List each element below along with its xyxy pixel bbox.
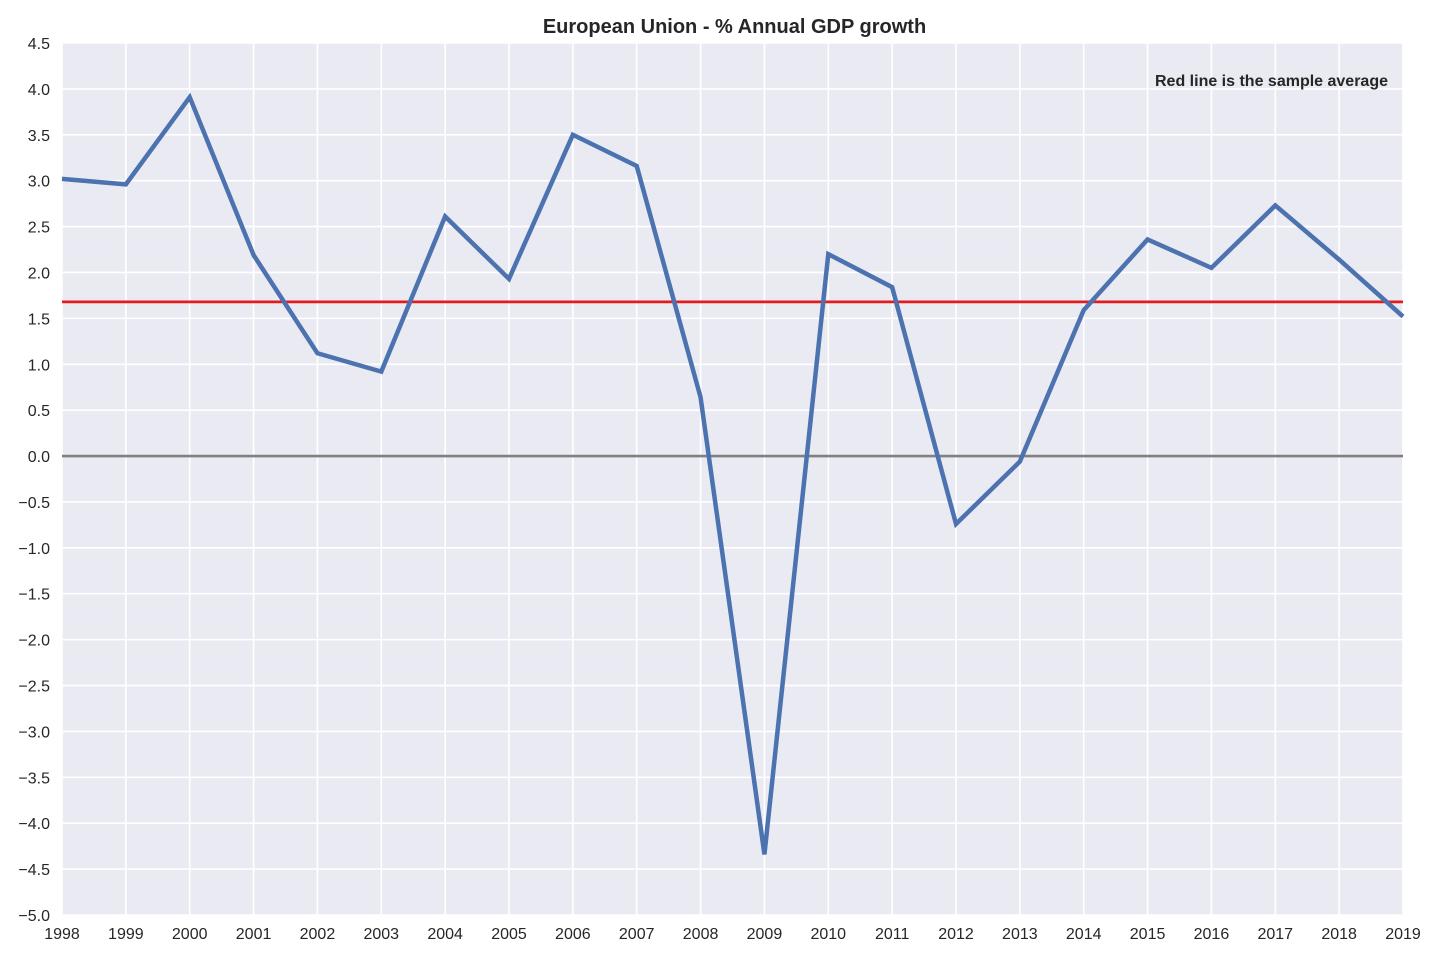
y-tick-label: −4.5 xyxy=(18,862,50,879)
x-tick-label: 2015 xyxy=(1130,926,1166,943)
y-tick-label: 1.5 xyxy=(28,311,50,328)
x-tick-label: 2009 xyxy=(747,926,783,943)
y-tick-label: −2.5 xyxy=(18,679,50,696)
chart-title: European Union - % Annual GDP growth xyxy=(543,16,926,38)
x-tick-label: 2003 xyxy=(363,926,399,943)
x-tick-label: 2011 xyxy=(875,926,910,943)
x-tick-label: 2002 xyxy=(300,926,336,943)
y-tick-label: −1.0 xyxy=(18,541,50,558)
x-tick-label: 1999 xyxy=(108,926,144,943)
y-tick-label: 0.0 xyxy=(28,449,50,466)
y-tick-label: 3.0 xyxy=(28,174,50,191)
y-tick-label: 2.5 xyxy=(28,220,50,237)
x-tick-label: 2007 xyxy=(619,926,655,943)
y-tick-label: −1.5 xyxy=(18,587,50,604)
y-tick-label: −2.0 xyxy=(18,633,50,650)
x-tick-label: 2017 xyxy=(1257,926,1293,943)
y-tick-label: 2.0 xyxy=(28,265,50,282)
x-tick-label: 2004 xyxy=(427,926,463,943)
y-tick-label: −3.5 xyxy=(18,770,50,787)
x-tick-label: 2016 xyxy=(1194,926,1230,943)
x-tick-label: 2001 xyxy=(236,926,272,943)
x-tick-label: 2006 xyxy=(555,926,591,943)
y-tick-label: −3.0 xyxy=(18,724,50,741)
x-tick-label: 2014 xyxy=(1066,926,1102,943)
series-layer xyxy=(61,92,1405,855)
y-tick-label: −5.0 xyxy=(18,908,50,925)
series-line xyxy=(61,92,1405,855)
average-annotation: Red line is the sample average xyxy=(1155,73,1388,90)
y-tick-label: 4.0 xyxy=(28,82,50,99)
y-axis-ticks: 4.5 4.0 3.5 3.0 2.5 2.0 1.5 1.0 0.5 0.0 −0.5 −1.0 −1… xyxy=(18,36,50,925)
x-tick-label: 2000 xyxy=(172,926,208,943)
y-tick-label: 4.5 xyxy=(28,36,50,53)
x-tick-label: 2018 xyxy=(1321,926,1357,943)
x-tick-label: 2010 xyxy=(810,926,846,943)
y-tick-label: 3.5 xyxy=(28,128,50,145)
y-tick-label: 0.5 xyxy=(28,403,50,420)
plot-area xyxy=(62,43,1403,915)
x-tick-label: 2013 xyxy=(1002,926,1038,943)
y-tick-label: −4.0 xyxy=(18,816,50,833)
x-tick-label: 2019 xyxy=(1385,926,1421,943)
y-tick-label: −0.5 xyxy=(18,495,50,512)
x-tick-label: 2005 xyxy=(491,926,527,943)
x-tick-label: 2012 xyxy=(938,926,974,943)
x-tick-label: 1998 xyxy=(44,926,80,943)
y-tick-label: 1.0 xyxy=(28,357,50,374)
x-axis-ticks: 1998 1999 2000 2001 2002 2003 2004 2005 2006 2007… xyxy=(44,926,1421,943)
x-tick-label: 2008 xyxy=(683,926,719,943)
